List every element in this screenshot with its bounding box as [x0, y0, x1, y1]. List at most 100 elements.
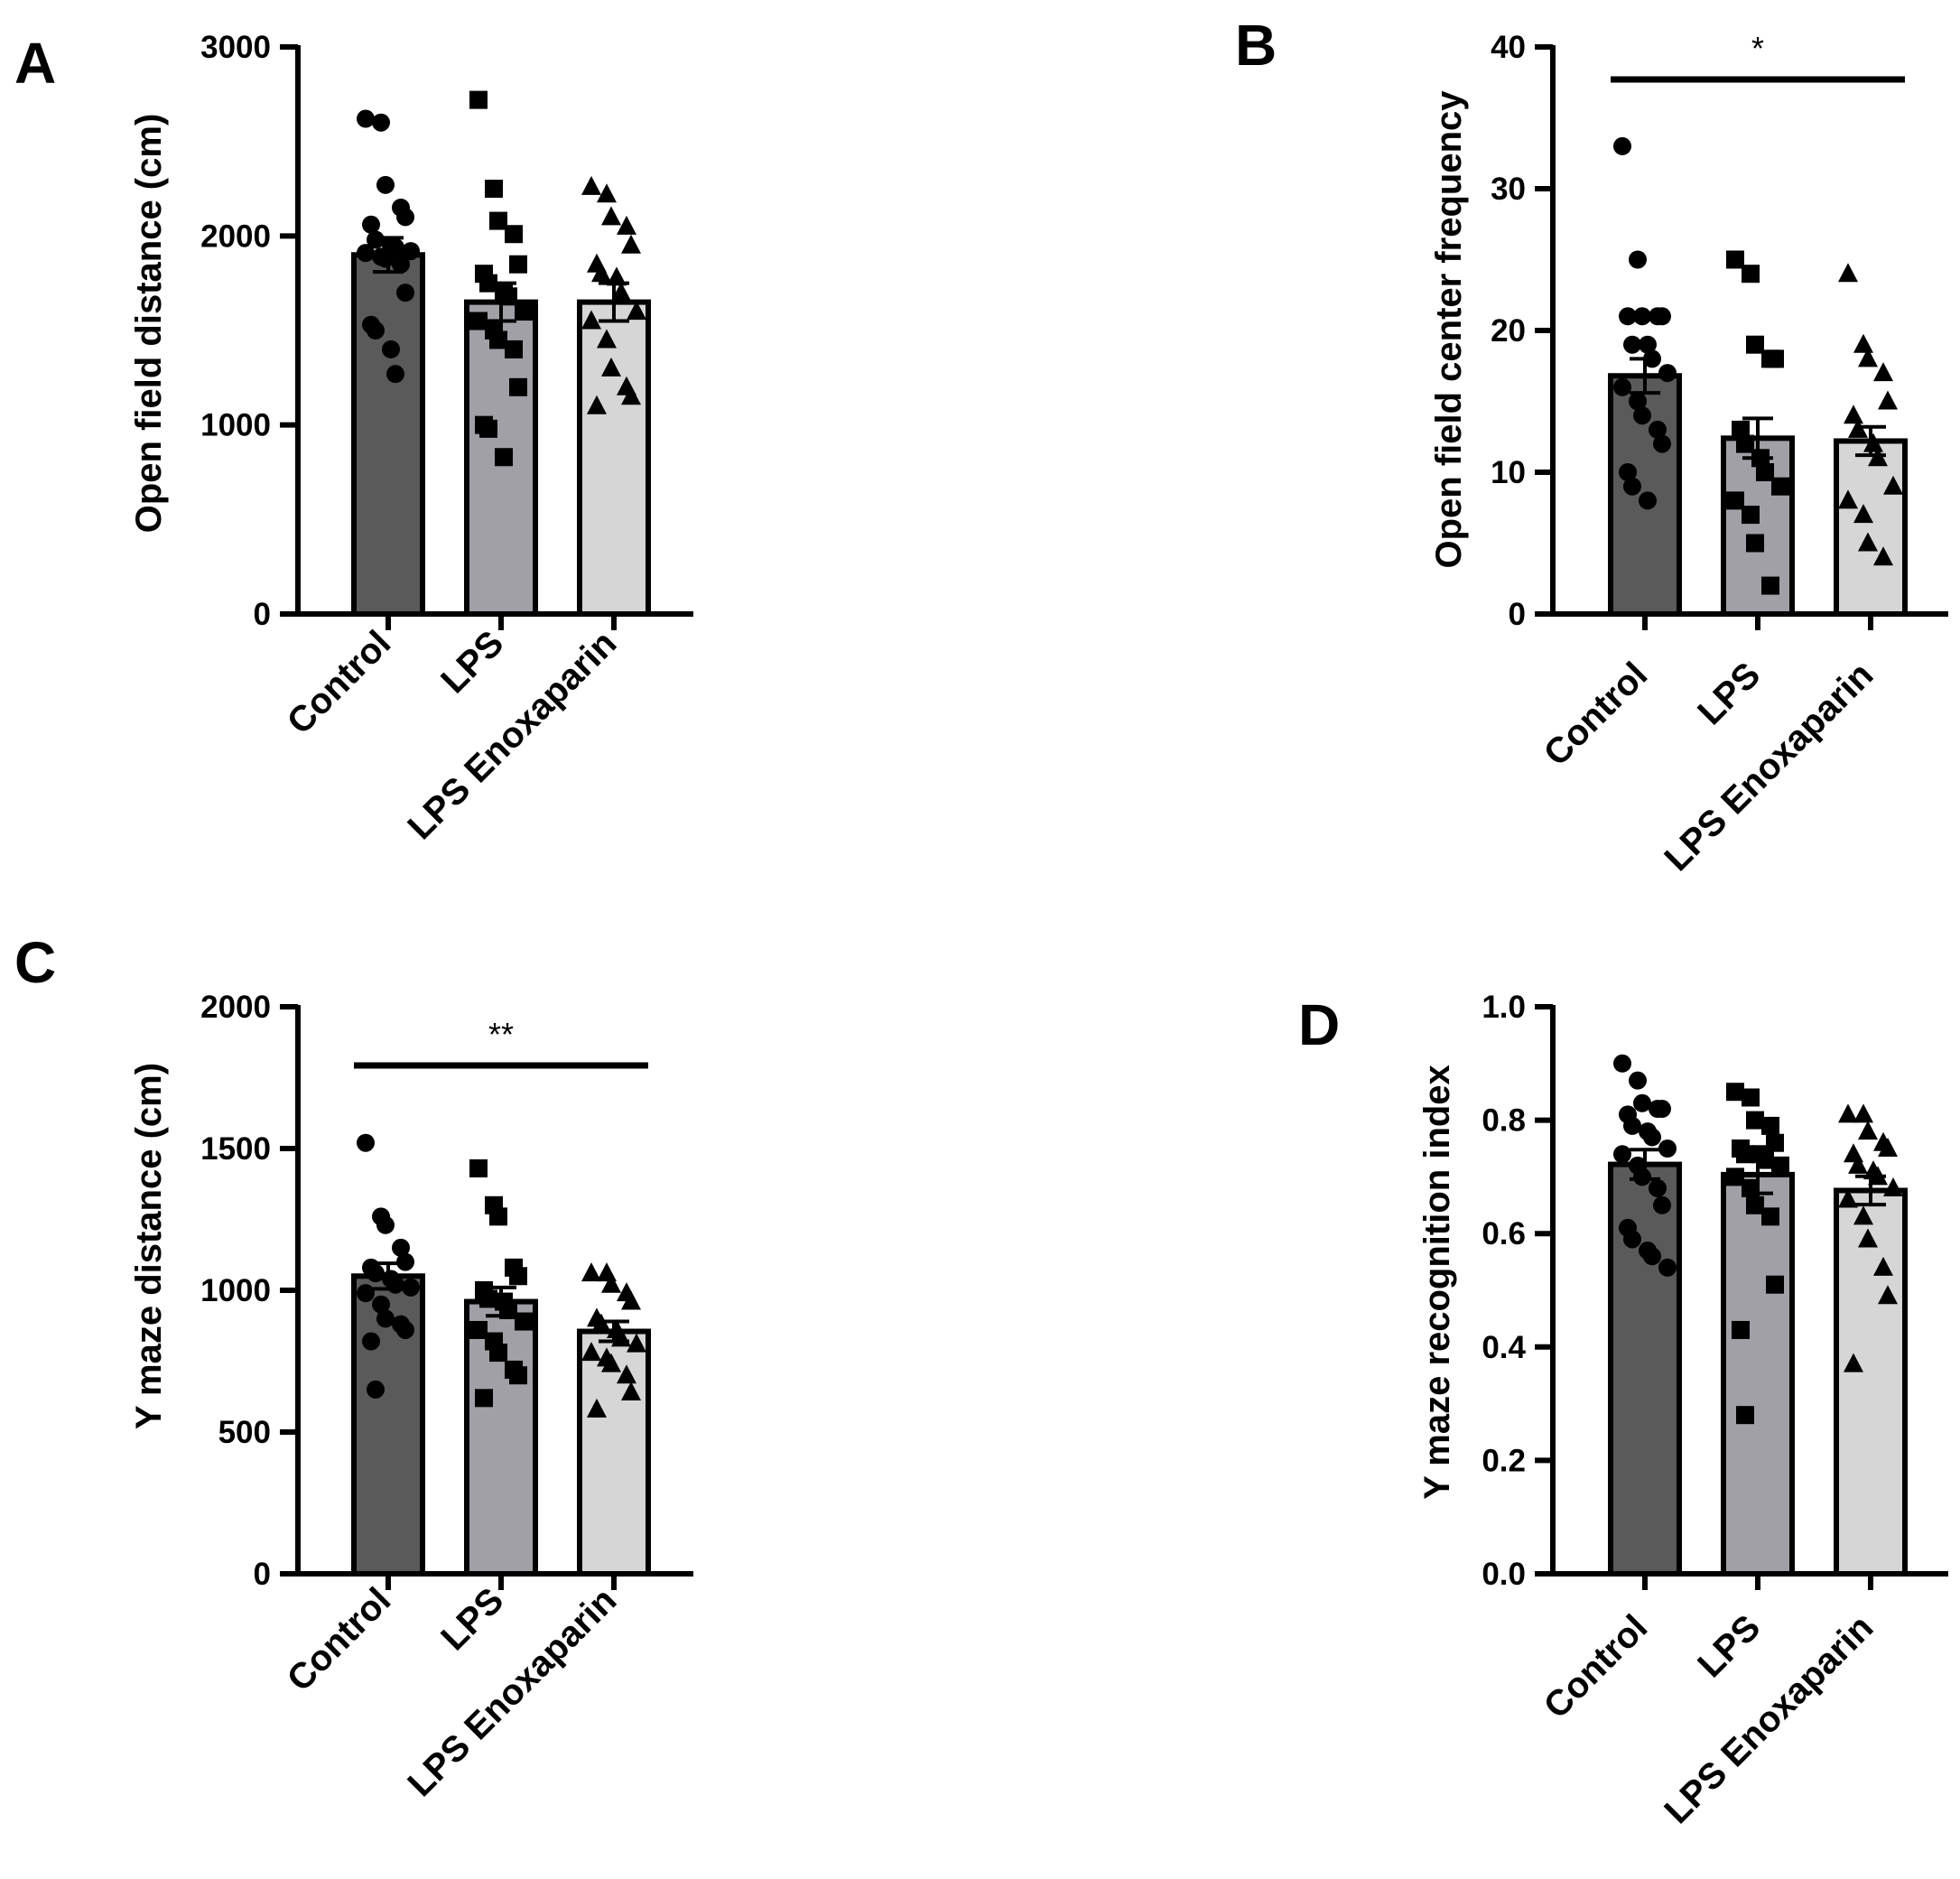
y-tick-label: 500 [218, 1415, 271, 1450]
y-tick-label: 0 [1509, 597, 1526, 632]
data-point-triangle [1844, 405, 1863, 424]
data-point-square [1771, 1156, 1789, 1175]
panel-letter: C [14, 930, 56, 995]
data-point-triangle [1873, 1256, 1893, 1276]
data-point-circle [1623, 1230, 1641, 1249]
data-point-triangle [1858, 1228, 1878, 1248]
data-point-square [1746, 1195, 1764, 1214]
data-point-circle [1639, 491, 1657, 510]
bar [351, 252, 425, 617]
data-point-circle [376, 1309, 395, 1328]
data-point-triangle [621, 1381, 641, 1401]
y-axis-title: Y maze recognition index [1417, 1065, 1457, 1500]
panel-a: A Open field distance (cm) 0 1000 2000 3000… [14, 30, 693, 847]
data-point-circle [372, 1295, 390, 1314]
x-category-label: Control [1537, 655, 1656, 774]
y-tick-label: 0.4 [1482, 1330, 1526, 1365]
y-tick-label: 40 [1491, 30, 1526, 65]
y-tick-label: 0.0 [1482, 1557, 1526, 1592]
significance-label: ** [488, 1016, 514, 1053]
data-point-circle [357, 1284, 375, 1303]
data-point-triangle [601, 357, 621, 377]
data-point-circle [1629, 1071, 1647, 1090]
y-tick-label: 0 [254, 1557, 271, 1592]
y-tick-label: 1000 [200, 408, 271, 443]
data-point-square [499, 287, 517, 306]
data-point-triangle [611, 282, 631, 302]
panel-letter: A [14, 31, 56, 96]
data-point-triangle [597, 183, 617, 203]
data-point-circle [357, 109, 375, 128]
data-point-triangle [621, 234, 641, 254]
data-point-circle [1639, 335, 1657, 354]
data-point-circle [1623, 477, 1641, 496]
data-point-square [1766, 349, 1784, 368]
data-point-circle [376, 1215, 395, 1234]
y-tick-label: 1500 [200, 1131, 271, 1167]
x-category-label: LPS Enoxaparin [1657, 655, 1881, 879]
data-point-circle [357, 1133, 375, 1152]
data-point-square [1746, 1111, 1764, 1130]
data-point-square [509, 255, 527, 274]
data-point-triangle [1858, 1121, 1878, 1140]
data-point-triangle [1873, 362, 1893, 382]
data-point-square [495, 448, 513, 467]
data-point-circle [1643, 1128, 1661, 1147]
data-point-triangle [581, 1262, 601, 1282]
x-category-label: Control [280, 1580, 399, 1699]
data-point-circle [1653, 307, 1671, 326]
panel-d: D Y maze recognition index 0.00.20.40.60… [1298, 990, 1948, 1831]
data-point-circle [367, 321, 385, 340]
data-point-square [1726, 250, 1744, 269]
data-point-square [509, 377, 527, 396]
data-point-circle [1613, 377, 1631, 396]
data-point-square [1726, 491, 1744, 510]
data-point-triangle [1853, 1205, 1873, 1225]
data-point-square [1732, 420, 1750, 439]
data-point-circle [1658, 364, 1677, 383]
data-point-circle [386, 365, 404, 384]
data-point-triangle [1878, 1285, 1898, 1305]
data-point-triangle [601, 1353, 621, 1372]
data-point-square [1761, 1207, 1779, 1226]
y-tick-label: 0.2 [1482, 1443, 1526, 1478]
bar [1721, 1171, 1795, 1577]
data-point-triangle [607, 266, 627, 286]
data-point-square [479, 1289, 497, 1308]
y-tick-label: 1000 [200, 1273, 271, 1308]
data-point-triangle [1878, 390, 1898, 410]
data-point-square [469, 312, 488, 330]
data-point-triangle [587, 395, 607, 414]
y-tick-label: 0 [254, 597, 271, 632]
data-point-circle [396, 1252, 414, 1271]
data-point-square [489, 1207, 507, 1226]
data-point-circle [1658, 1139, 1677, 1158]
data-point-triangle [621, 386, 641, 405]
data-point-triangle [1863, 433, 1883, 452]
data-point-square [1766, 1133, 1784, 1152]
data-point-square [1756, 463, 1774, 481]
data-point-circle [1633, 1167, 1651, 1186]
data-point-circle [1653, 1195, 1671, 1214]
data-point-circle [376, 249, 395, 268]
data-point-square [489, 1344, 507, 1363]
data-point-triangle [601, 1273, 621, 1293]
data-point-square [469, 1158, 488, 1177]
data-point-circle [362, 1332, 380, 1351]
data-point-circle [1629, 250, 1647, 269]
data-point-circle [367, 1380, 385, 1399]
data-point-circle [367, 1264, 385, 1283]
data-point-circle [1633, 1093, 1651, 1112]
data-point-square [509, 1366, 527, 1385]
data-point-circle [1643, 1247, 1661, 1266]
data-point-square [1766, 1275, 1784, 1294]
data-point-circle [1649, 1178, 1667, 1197]
y-axis-title: Open field center frequency [1429, 90, 1469, 569]
significance-label: * [1751, 30, 1764, 67]
data-point-circle [367, 230, 385, 249]
bar [1834, 438, 1908, 617]
data-point-circle [382, 340, 400, 358]
data-point-triangle [1858, 348, 1878, 367]
plot-area: 0 1000 2000 3000 [200, 30, 693, 632]
data-point-circle [1653, 1100, 1671, 1119]
